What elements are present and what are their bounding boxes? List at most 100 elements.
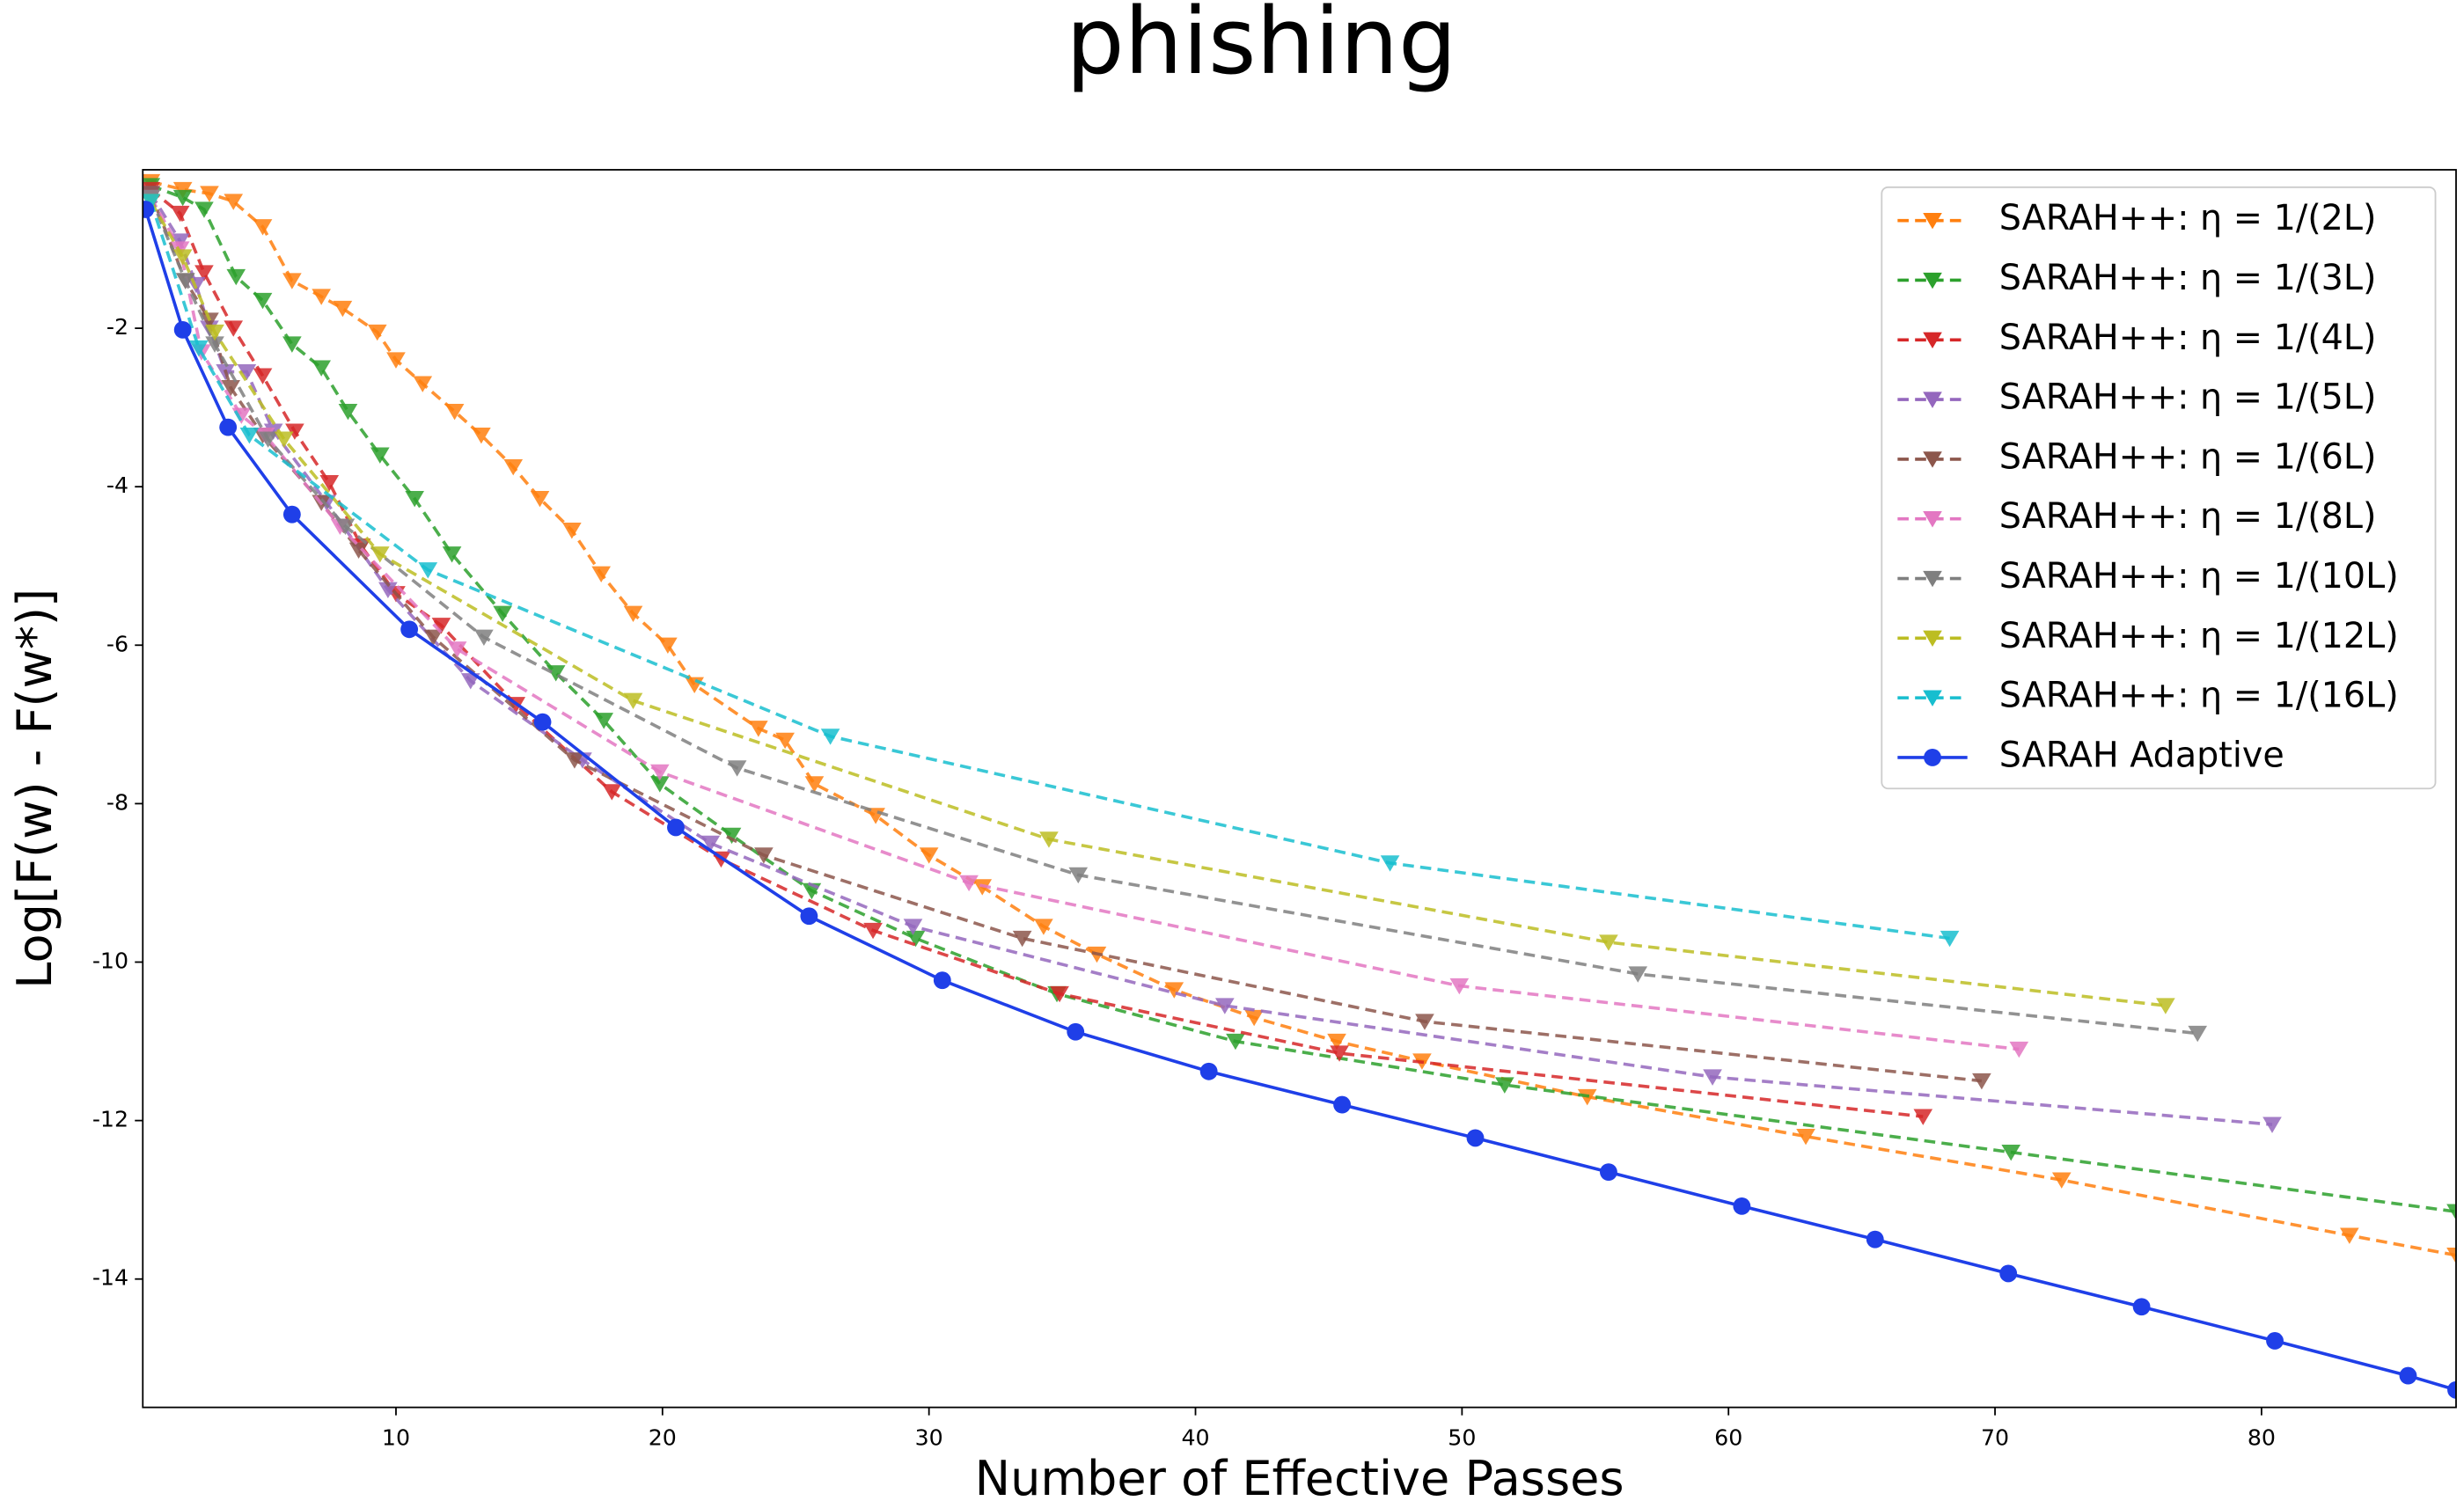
marker	[1923, 451, 1942, 468]
marker	[565, 752, 584, 769]
y-tick-label: -8	[106, 789, 128, 815]
marker	[319, 475, 340, 492]
marker	[1164, 982, 1184, 999]
marker	[378, 582, 398, 598]
marker	[447, 641, 467, 658]
marker	[1923, 332, 1942, 349]
marker	[312, 360, 331, 377]
legend-label: SARAH++: η = 1/(3L)	[1999, 258, 2377, 298]
marker	[820, 729, 840, 745]
marker	[1599, 934, 1618, 951]
legend-label: SARAH++: η = 1/(5L)	[1999, 377, 2377, 418]
marker	[933, 971, 951, 990]
marker	[442, 546, 462, 563]
marker	[444, 403, 465, 421]
marker	[258, 431, 278, 448]
marker	[1380, 855, 1400, 872]
marker	[906, 930, 926, 948]
marker	[754, 847, 774, 864]
y-tick-label: -2	[106, 314, 128, 340]
marker	[804, 776, 825, 793]
legend-label: SARAH++: η = 1/(12L)	[1999, 616, 2399, 656]
x-tick-label: 30	[915, 1425, 943, 1451]
marker	[562, 523, 582, 539]
marker	[2188, 1025, 2208, 1043]
marker	[1495, 1077, 1514, 1094]
marker	[338, 403, 358, 421]
marker	[1923, 272, 1942, 289]
marker	[173, 320, 192, 339]
marker	[800, 907, 818, 926]
x-tick-label: 10	[382, 1425, 410, 1451]
marker	[312, 289, 331, 305]
marker	[205, 324, 224, 341]
marker	[2447, 1380, 2456, 1399]
x-tick-label: 50	[1448, 1425, 1476, 1451]
marker	[405, 491, 424, 508]
marker	[386, 352, 406, 369]
marker	[2001, 1144, 2021, 1161]
marker	[2266, 1332, 2284, 1350]
marker	[727, 760, 747, 777]
y-tick-label: -14	[92, 1265, 128, 1291]
marker	[1068, 867, 1089, 884]
marker	[530, 491, 550, 508]
marker	[1924, 749, 1941, 766]
marker	[1923, 392, 1942, 408]
marker	[367, 324, 387, 341]
marker	[1215, 998, 1235, 1014]
marker	[1923, 630, 1942, 648]
x-tick-label: 40	[1181, 1425, 1209, 1451]
marker	[2446, 1248, 2456, 1264]
legend-label: SARAH++: η = 1/(10L)	[1999, 556, 2399, 597]
marker	[649, 764, 670, 781]
marker	[972, 879, 993, 896]
marker	[253, 292, 273, 310]
marker	[667, 818, 685, 837]
marker	[1703, 1069, 1722, 1086]
marker	[1226, 1033, 1245, 1051]
marker	[1923, 690, 1942, 707]
marker	[1923, 511, 1942, 528]
marker	[1600, 1163, 1617, 1182]
x-axis-label: Number of Effective Passes	[975, 1451, 1624, 1501]
marker	[205, 336, 224, 353]
marker	[170, 205, 190, 223]
marker	[1050, 985, 1069, 1003]
marker	[533, 713, 552, 731]
marker	[224, 194, 244, 210]
marker	[649, 776, 670, 793]
marker	[903, 919, 923, 935]
marker	[335, 518, 356, 535]
marker	[253, 219, 273, 236]
marker	[237, 363, 257, 381]
marker	[1327, 1033, 1346, 1051]
y-tick-label: -4	[106, 472, 128, 498]
marker	[863, 922, 883, 940]
marker	[194, 201, 214, 218]
marker	[2399, 1366, 2417, 1385]
marker	[1466, 1129, 1485, 1147]
marker	[1796, 1128, 1815, 1146]
plot-area	[143, 173, 2456, 1399]
marker	[194, 265, 214, 282]
marker	[172, 249, 193, 266]
marker	[2446, 1204, 2456, 1220]
marker	[1012, 930, 1032, 948]
marker	[472, 427, 491, 444]
marker	[2132, 1298, 2151, 1316]
marker	[602, 784, 622, 801]
legend: SARAH++: η = 1/(2L) SARAH++: η = 1/(3L) SA…	[1881, 186, 2437, 790]
marker	[1244, 1009, 1264, 1027]
marker	[370, 546, 390, 563]
marker	[1628, 966, 1648, 983]
y-axis-label: Log[F(w) - F(w*)]	[7, 589, 62, 989]
marker	[623, 692, 643, 710]
marker	[172, 189, 193, 207]
marker	[1923, 570, 1942, 588]
marker	[221, 379, 241, 397]
marker	[959, 875, 979, 892]
marker	[1415, 1014, 1434, 1030]
marker	[722, 827, 742, 845]
